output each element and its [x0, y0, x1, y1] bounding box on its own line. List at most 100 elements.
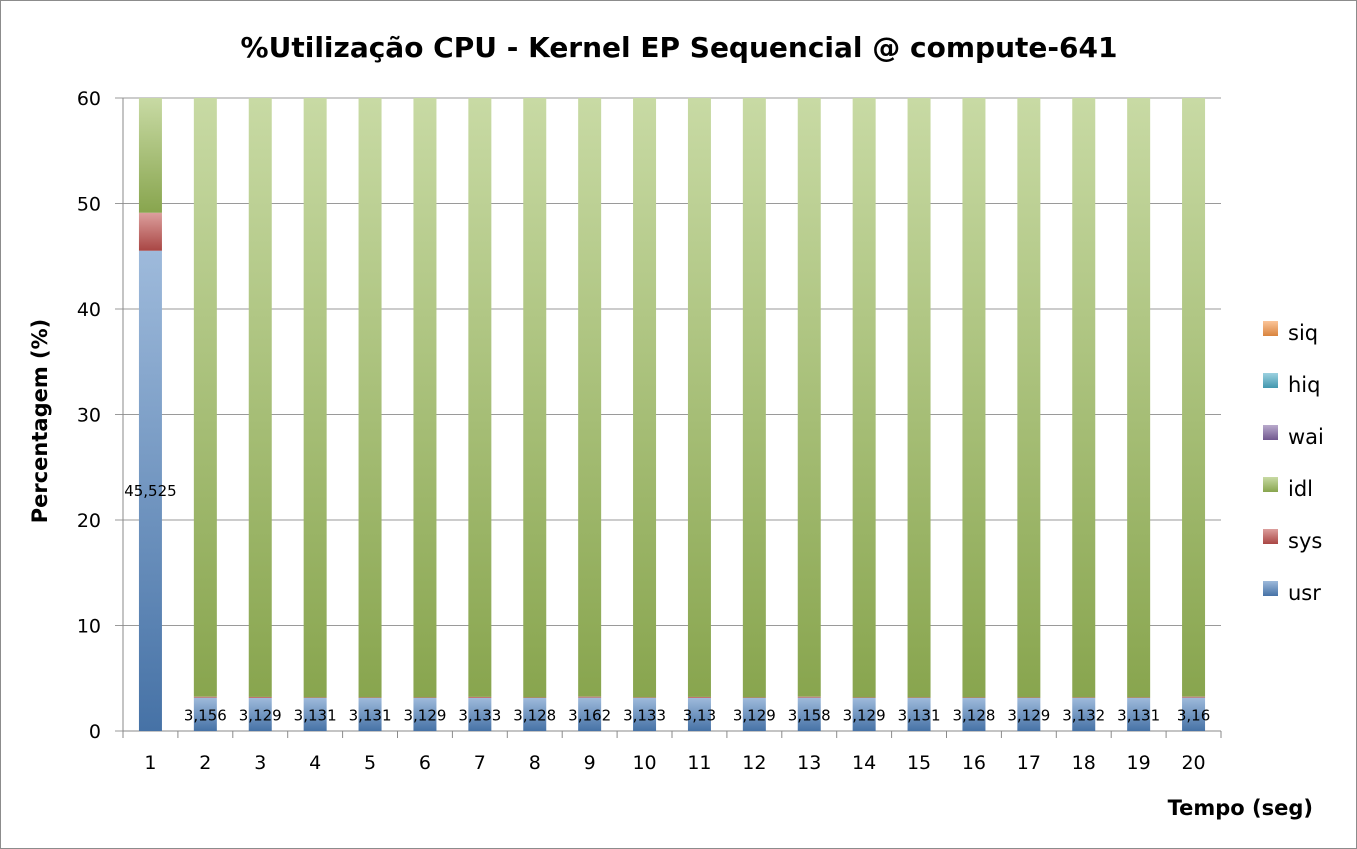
data-label-usr: 3,133	[458, 706, 501, 724]
bar-usr-4	[303, 697, 327, 731]
bar-sys-16	[962, 697, 986, 698]
bar-sys-8	[523, 697, 547, 698]
x-axis-label: Tempo (seg)	[1168, 796, 1313, 820]
bar-usr-2	[193, 697, 217, 731]
x-tick-label: 7	[474, 752, 486, 774]
bar-idl-15	[907, 98, 931, 698]
bar-usr-1	[138, 250, 162, 731]
x-axis-ticks: 1 2 3 4 5 6 7 8 9 10 11 12 13 14 15 16 17 18 19 20	[122, 731, 1222, 774]
bar-idl-5	[358, 98, 382, 698]
x-tick-label: 1	[144, 752, 156, 774]
data-label-usr: 3,129	[403, 706, 446, 724]
bar-sys-7	[468, 696, 492, 698]
legend-label-siq: siq	[1288, 321, 1318, 345]
x-tick-label: 6	[419, 752, 431, 774]
legend-label-wai: wai	[1288, 425, 1324, 449]
bar-usr-3	[248, 697, 272, 731]
x-tick-label: 13	[797, 752, 821, 774]
y-axis-ticks: 0 10 20 30 40 50 60	[77, 88, 101, 743]
bar-sys-14	[852, 697, 876, 698]
x-tick-label: 15	[907, 752, 931, 774]
y-tick-label: 10	[77, 616, 101, 638]
data-label-usr: 3,131	[294, 706, 337, 724]
bars	[138, 98, 1206, 731]
x-tick-label: 8	[529, 752, 541, 774]
bar-idl-17	[1017, 98, 1041, 698]
y-tick-label: 30	[77, 405, 101, 427]
x-tick-label: 3	[254, 752, 266, 774]
x-tick-label: 11	[687, 752, 711, 774]
bar-sys-6	[413, 697, 437, 698]
bar-idl-19	[1127, 98, 1151, 698]
bar-sys-3	[248, 696, 272, 698]
data-label-usr: 45,525	[124, 482, 177, 500]
legend-swatch-hiq	[1263, 373, 1278, 388]
legend-label-hiq: hiq	[1288, 373, 1320, 397]
bar-idl-16	[962, 98, 986, 698]
bar-usr-11	[687, 697, 711, 731]
bar-sys-5	[358, 697, 382, 698]
x-tick-label: 12	[742, 752, 766, 774]
bar-sys-12	[742, 697, 766, 698]
bar-idl-8	[523, 98, 547, 698]
bar-usr-15	[907, 697, 931, 731]
legend-swatch-usr	[1263, 581, 1278, 596]
bar-idl-7	[468, 98, 492, 697]
bar-idl-11	[687, 98, 711, 697]
data-label-usr: 3,129	[239, 706, 282, 724]
bar-sys-10	[633, 697, 657, 698]
legend-swatch-sys	[1263, 529, 1278, 544]
y-axis-label: Percentagem (%)	[28, 319, 52, 524]
bar-usr-6	[413, 697, 437, 731]
bar-usr-17	[1017, 697, 1041, 731]
legend-swatch-siq	[1263, 321, 1278, 336]
bar-idl-9	[578, 98, 602, 697]
x-tick-label: 20	[1181, 752, 1205, 774]
bar-sys-18	[1072, 697, 1096, 698]
bar-idl-18	[1072, 98, 1096, 698]
bar-sys-11	[687, 696, 711, 698]
bar-usr-14	[852, 697, 876, 731]
legend: siq hiq wai idl sys usr	[1263, 321, 1324, 605]
data-label-usr: 3,129	[733, 706, 776, 724]
bar-idl-4	[303, 98, 327, 698]
legend-swatch-wai	[1263, 425, 1278, 440]
bar-idl-6	[413, 98, 437, 698]
bar-idl-12	[742, 98, 766, 698]
bar-sys-13	[797, 696, 821, 698]
data-labels: 45,525 3,156 3,129 3,131 3,131 3,129 3,133 3,12…	[124, 482, 1210, 725]
legend-label-sys: sys	[1288, 529, 1322, 553]
x-tick-label: 9	[584, 752, 596, 774]
data-label-usr: 3,133	[623, 706, 666, 724]
x-tick-label: 5	[364, 752, 376, 774]
bar-idl-3	[248, 98, 272, 697]
bar-usr-8	[523, 697, 547, 731]
legend-label-usr: usr	[1288, 581, 1321, 605]
bar-usr-12	[742, 697, 766, 731]
x-tick-label: 18	[1072, 752, 1096, 774]
x-tick-label: 17	[1017, 752, 1041, 774]
data-label-usr: 3,131	[349, 706, 392, 724]
x-tick-label: 19	[1127, 752, 1151, 774]
x-tick-label: 10	[632, 752, 656, 774]
x-tick-label: 16	[962, 752, 986, 774]
bar-usr-5	[358, 697, 382, 731]
bar-sys-2	[193, 696, 217, 698]
y-tick-label: 50	[77, 194, 101, 216]
data-label-usr: 3,162	[568, 706, 611, 724]
bar-usr-19	[1127, 697, 1151, 731]
legend-swatch-idl	[1263, 477, 1278, 492]
data-label-usr: 3,128	[513, 706, 556, 724]
data-label-usr: 3,13	[683, 706, 716, 724]
y-tick-label: 0	[89, 721, 101, 743]
data-label-usr: 3,16	[1177, 706, 1210, 724]
bar-usr-7	[468, 697, 492, 731]
data-label-usr: 3,131	[898, 706, 941, 724]
bar-sys-4	[303, 697, 327, 698]
bar-idl-1	[138, 98, 162, 213]
data-label-usr: 3,132	[1062, 706, 1105, 724]
data-label-usr: 3,131	[1117, 706, 1160, 724]
bar-usr-9	[578, 697, 602, 731]
bar-usr-20	[1182, 697, 1206, 731]
